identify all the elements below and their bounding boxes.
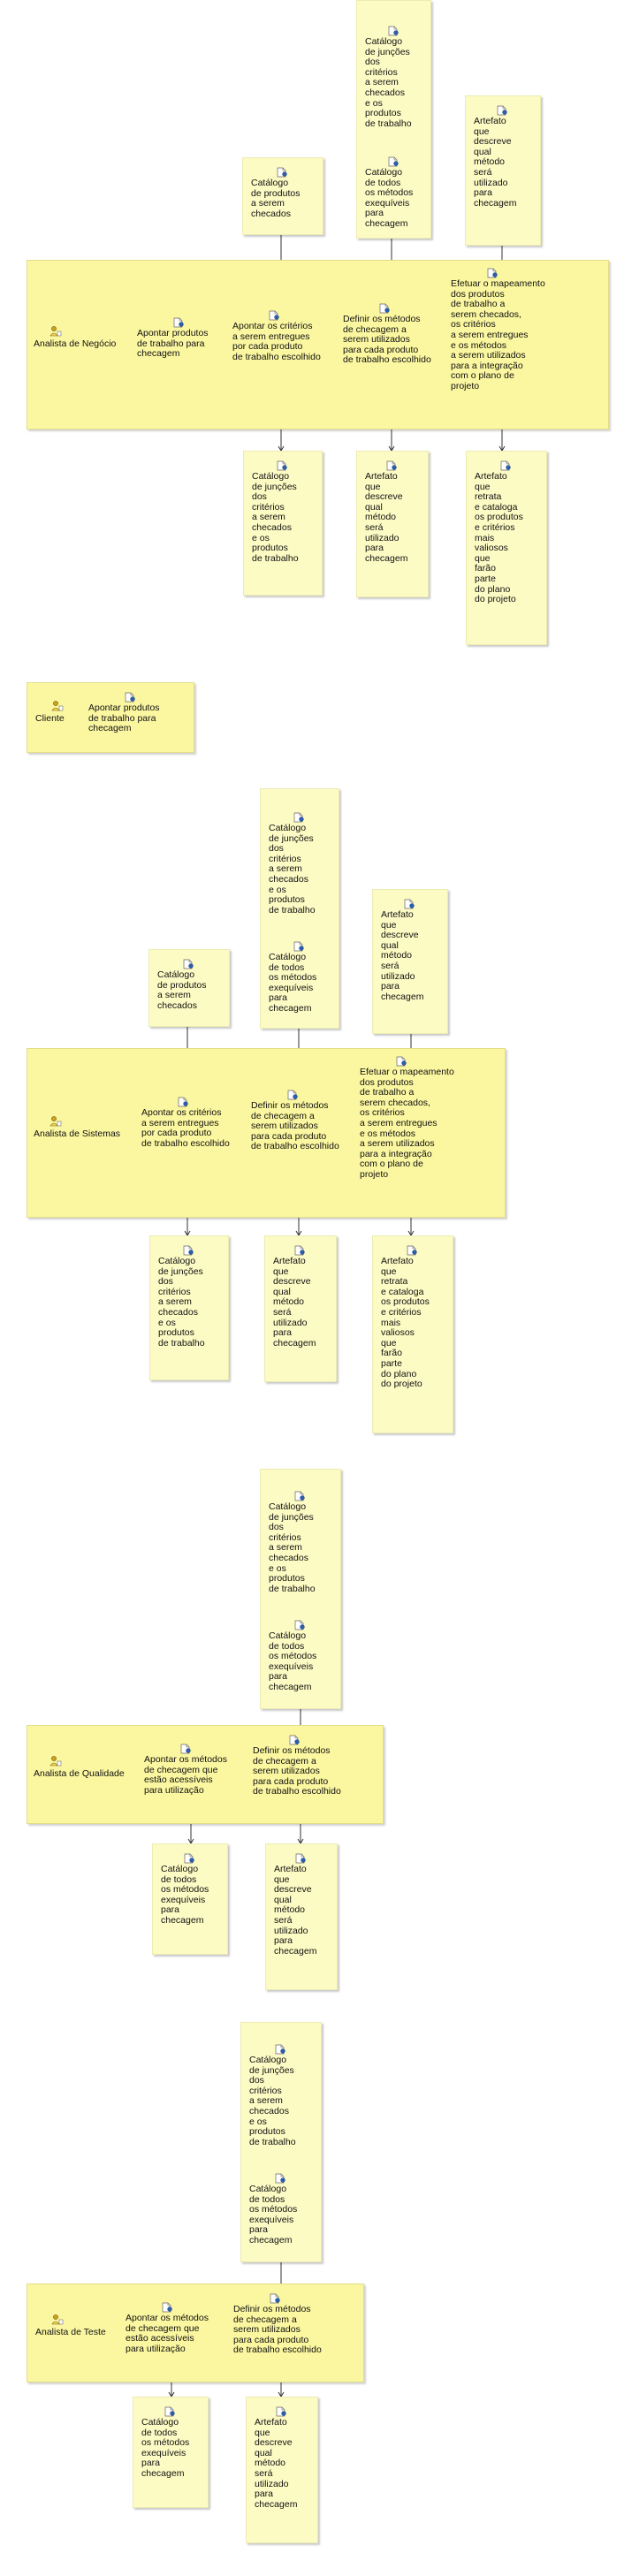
note-cat-juncoes-metodos-3: [260, 788, 339, 1029]
note-out-cat-juncoes-1: [243, 451, 323, 596]
note-cat-juncoes-metodos-5-doc-icon: [274, 2043, 286, 2055]
sistemas-role-label: Analista de Sistemas: [34, 1128, 121, 1139]
act-apontar-metodos-4-activity-label: Apontar os métodos de checagem que estão…: [144, 1754, 227, 1796]
note-out-cat-juncoes-3-label: Catálogo de junções dos critérios a sere…: [158, 1256, 205, 1349]
negocio-role-icon: [49, 325, 62, 337]
note-cat-juncoes-metodos-5-label: Catálogo de junções dos critérios a sere…: [249, 2055, 296, 2147]
note-out-cat-juncoes-3: [149, 1235, 229, 1380]
act-apontar-criterios-1-activity-icon: [268, 309, 280, 321]
note-out-artefato-metodo-4-doc-icon: [294, 1852, 307, 1864]
act-definir-metodos-4-activity-icon: [288, 1734, 301, 1745]
act-definir-metodos-1-activity-label: Definir os métodos de checagem a serem u…: [343, 314, 431, 366]
act-definir-metodos-5-activity-icon: [269, 2292, 281, 2304]
note-out-artefato-metodo-1: [356, 451, 429, 597]
act-definir-metodos-4-activity-label: Definir os métodos de checagem a serem u…: [253, 1745, 341, 1797]
note-out-artefato-catalogo-1-label: Artefato que retrata e cataloga os produ…: [475, 471, 523, 605]
note-artefato-metodo-3-label: Artefato que descreve qual método será u…: [381, 909, 424, 1002]
note-out-cat-juncoes-3-doc-icon: [182, 1244, 194, 1256]
note-cat-produtos-3-doc-icon: [182, 958, 194, 969]
act-definir-metodos-3-activity-icon: [286, 1089, 299, 1100]
act-apontar-produtos-2-activity-icon: [124, 691, 136, 703]
cliente-role-icon: [51, 700, 64, 711]
note-artefato-metodo-1-doc-icon: [496, 104, 508, 116]
note-cat-produtos-1-doc-icon: [276, 166, 288, 178]
note-cat-juncoes-metodos-1-doc-icon: [387, 156, 400, 167]
lane-analista-negocio: [27, 260, 609, 429]
note-artefato-metodo-1-label: Artefato que descreve qual método será u…: [474, 116, 517, 209]
note-out-cat-metodos-5-label: Catálogo de todos os métodos exequíveis …: [141, 2417, 190, 2479]
lane-cliente: [27, 682, 194, 753]
note-out-artefato-catalogo-1: [466, 451, 547, 645]
teste-role-label: Analista de Teste: [35, 2327, 106, 2337]
note-out-artefato-metodo-4-label: Artefato que descreve qual método será u…: [274, 1864, 317, 1957]
lane-analista-qualidade: [27, 1725, 384, 1824]
act-apontar-produtos-1-activity-label: Apontar produtos de trabalho para checag…: [137, 328, 209, 360]
act-efetuar-mapeamento-1-activity-icon: [486, 267, 498, 278]
note-cat-juncoes-metodos-5-label: Catálogo de todos os métodos exequíveis …: [249, 2184, 298, 2245]
act-apontar-metodos-5-activity-icon: [161, 2301, 173, 2313]
note-cat-juncoes-metodos-3-label: Catálogo de todos os métodos exequíveis …: [269, 952, 317, 1014]
note-cat-juncoes-metodos-4-doc-icon: [293, 1619, 306, 1630]
act-apontar-criterios-1-activity-label: Apontar os critérios a serem entregues p…: [232, 321, 321, 362]
act-efetuar-mapeamento-1-activity-label: Efetuar o mapeamento dos produtos de tra…: [451, 278, 545, 391]
note-out-artefato-metodo-4: [265, 1843, 338, 1990]
note-out-artefato-metodo-5: [246, 2397, 318, 2543]
note-cat-juncoes-metodos-4-label: Catálogo de todos os métodos exequíveis …: [269, 1630, 317, 1692]
note-out-artefato-metodo-5-doc-icon: [275, 2405, 287, 2417]
cliente-role-label: Cliente: [35, 713, 65, 724]
note-cat-juncoes-metodos-4-label: Catálogo de junções dos critérios a sere…: [269, 1501, 316, 1594]
act-apontar-metodos-4-activity-icon: [179, 1743, 192, 1754]
negocio-role-label: Analista de Negócio: [34, 338, 117, 349]
qualidade-role-label: Analista de Qualidade: [34, 1768, 125, 1779]
note-cat-produtos-1-label: Catálogo de produtos a serem checados: [251, 178, 301, 219]
note-out-artefato-catalogo-3-doc-icon: [406, 1244, 418, 1256]
note-out-artefato-metodo-3: [264, 1235, 337, 1382]
act-apontar-criterios-3-activity-label: Apontar os critérios a serem entregues p…: [141, 1107, 230, 1149]
act-apontar-metodos-5-activity-label: Apontar os métodos de checagem que estão…: [126, 2313, 209, 2354]
note-cat-produtos-3-label: Catálogo de produtos a serem checados: [157, 969, 207, 1011]
note-cat-juncoes-metodos-1-label: Catálogo de junções dos critérios a sere…: [365, 36, 412, 129]
note-out-artefato-metodo-5-label: Artefato que descreve qual método será u…: [255, 2417, 298, 2510]
note-cat-juncoes-metodos-3-doc-icon: [293, 811, 305, 823]
note-out-artefato-metodo-1-doc-icon: [385, 460, 398, 471]
note-cat-juncoes-metodos-1: [356, 0, 431, 239]
note-cat-juncoes-metodos-1-doc-icon: [387, 25, 400, 36]
note-cat-juncoes-metodos-3-doc-icon: [293, 940, 305, 952]
act-apontar-criterios-3-activity-icon: [177, 1096, 189, 1107]
note-artefato-metodo-3: [372, 889, 448, 1034]
note-out-artefato-catalogo-1-doc-icon: [499, 460, 512, 471]
note-out-artefato-metodo-1-label: Artefato que descreve qual método será u…: [365, 471, 408, 564]
act-apontar-produtos-2-activity-label: Apontar produtos de trabalho para checag…: [88, 703, 160, 734]
act-definir-metodos-1-activity-icon: [378, 302, 391, 314]
lane-analista-sistemas: [27, 1048, 506, 1218]
note-cat-juncoes-metodos-5-doc-icon: [274, 2172, 286, 2184]
act-definir-metodos-5-activity-label: Definir os métodos de checagem a serem u…: [233, 2304, 322, 2356]
note-out-cat-juncoes-1-doc-icon: [276, 460, 288, 471]
act-apontar-produtos-1-activity-icon: [172, 316, 185, 328]
note-out-artefato-metodo-3-doc-icon: [293, 1244, 306, 1256]
act-definir-metodos-3-activity-label: Definir os métodos de checagem a serem u…: [251, 1100, 339, 1152]
sistemas-role-icon: [49, 1115, 62, 1127]
act-efetuar-mapeamento-3-activity-icon: [395, 1055, 407, 1067]
note-out-artefato-metodo-3-label: Artefato que descreve qual método será u…: [273, 1256, 316, 1349]
note-out-artefato-catalogo-3: [372, 1235, 453, 1433]
note-out-cat-metodos-5-doc-icon: [164, 2405, 176, 2417]
note-artefato-metodo-3-doc-icon: [403, 898, 415, 909]
note-cat-juncoes-metodos-4-doc-icon: [293, 1490, 306, 1501]
act-efetuar-mapeamento-3-activity-label: Efetuar o mapeamento dos produtos de tra…: [360, 1067, 454, 1180]
note-cat-juncoes-metodos-3-label: Catálogo de junções dos critérios a sere…: [269, 823, 316, 916]
note-cat-juncoes-metodos-4: [260, 1469, 341, 1709]
note-out-cat-metodos-4-doc-icon: [183, 1852, 195, 1864]
note-out-artefato-catalogo-3-label: Artefato que retrata e cataloga os produ…: [381, 1256, 430, 1390]
note-out-cat-juncoes-1-label: Catálogo de junções dos critérios a sere…: [252, 471, 299, 564]
qualidade-role-icon: [49, 1755, 62, 1767]
teste-role-icon: [51, 2314, 64, 2325]
lane-analista-teste: [27, 2283, 364, 2382]
note-cat-juncoes-metodos-5: [240, 2022, 322, 2262]
note-out-cat-metodos-4-label: Catálogo de todos os métodos exequíveis …: [161, 1864, 209, 1926]
note-cat-juncoes-metodos-1-label: Catálogo de todos os métodos exequíveis …: [365, 167, 414, 229]
note-cat-produtos-1: [242, 157, 323, 235]
note-artefato-metodo-1: [465, 95, 541, 246]
